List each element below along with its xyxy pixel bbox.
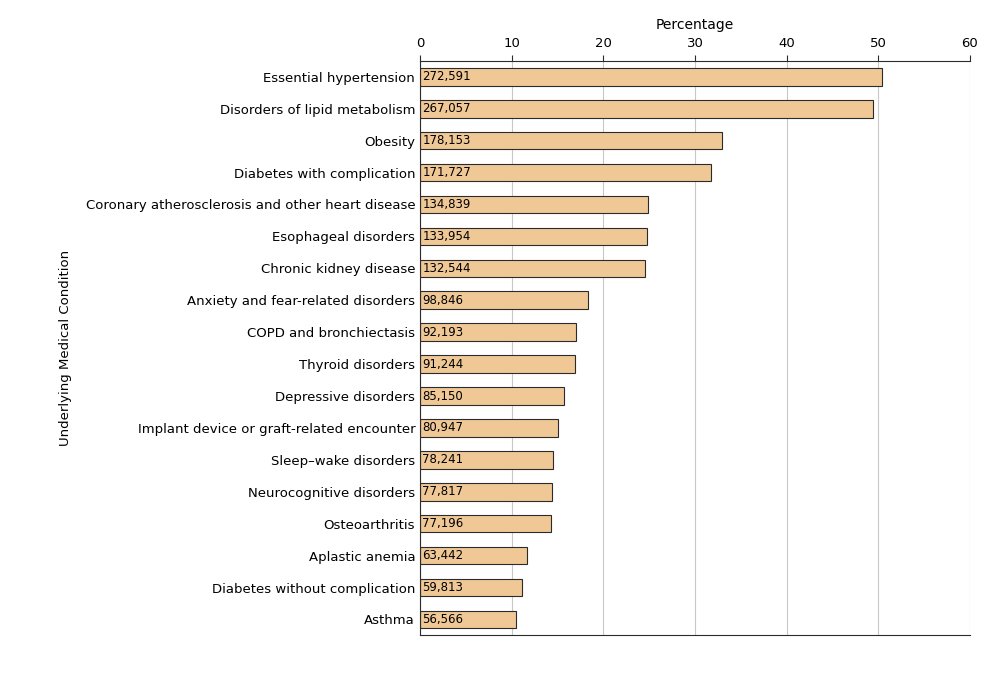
Bar [420, 132, 722, 149]
Bar [420, 164, 711, 181]
X-axis label: Percentage: Percentage [656, 18, 734, 32]
Text: 77,196: 77,196 [422, 517, 464, 530]
Bar [420, 451, 553, 468]
Bar [420, 228, 647, 245]
Bar [420, 419, 558, 437]
Bar [420, 515, 551, 533]
Bar [420, 68, 882, 86]
Text: 171,727: 171,727 [422, 166, 471, 179]
Bar [420, 100, 873, 118]
Text: 98,846: 98,846 [422, 294, 463, 307]
Bar [420, 387, 564, 405]
Text: 80,947: 80,947 [422, 421, 463, 435]
Text: 133,954: 133,954 [422, 230, 471, 243]
Bar [420, 323, 576, 341]
Text: 59,813: 59,813 [422, 581, 463, 594]
Text: 85,150: 85,150 [422, 389, 463, 402]
Bar [420, 579, 522, 596]
Text: 272,591: 272,591 [422, 70, 471, 83]
Bar [420, 260, 645, 277]
Bar [420, 196, 648, 213]
Bar [420, 547, 527, 564]
Text: 91,244: 91,244 [422, 358, 464, 370]
Bar [420, 356, 575, 373]
Text: 92,193: 92,193 [422, 326, 463, 339]
Text: 56,566: 56,566 [422, 613, 463, 626]
Text: 78,241: 78,241 [422, 454, 463, 466]
Text: 77,817: 77,817 [422, 485, 463, 498]
Text: 63,442: 63,442 [422, 549, 463, 562]
Y-axis label: Underlying Medical Condition: Underlying Medical Condition [59, 250, 72, 446]
Text: 134,839: 134,839 [422, 198, 471, 211]
Text: 267,057: 267,057 [422, 102, 471, 115]
Text: 178,153: 178,153 [422, 134, 471, 147]
Text: 132,544: 132,544 [422, 262, 471, 275]
Bar [420, 610, 516, 628]
Bar [420, 483, 552, 500]
Bar [420, 291, 588, 309]
